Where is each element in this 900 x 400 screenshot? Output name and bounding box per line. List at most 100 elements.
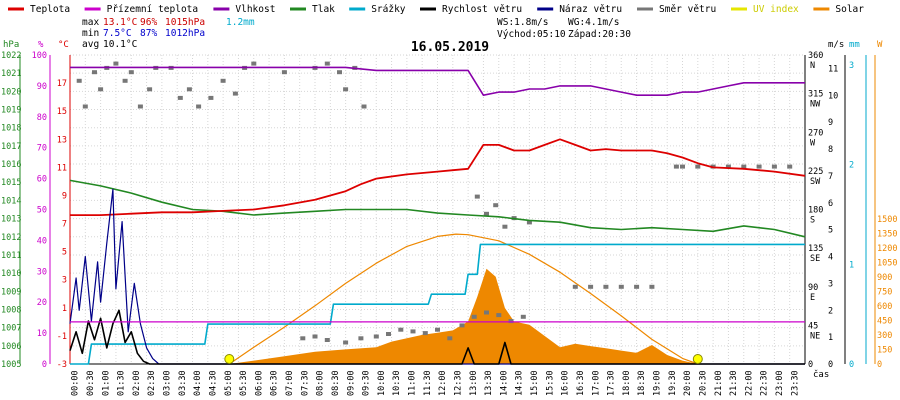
tick-ms: 9 xyxy=(828,118,833,128)
tick-hpa: 1016 xyxy=(1,160,21,170)
tick-time: 04:30 xyxy=(208,370,218,396)
wind-direction-point xyxy=(281,70,287,75)
wind-direction-point xyxy=(343,87,349,92)
tick-pct: 20 xyxy=(37,298,47,308)
tick-temp: 5 xyxy=(62,248,67,258)
tick-dir-letter: N xyxy=(810,61,815,71)
wind-direction-point xyxy=(474,194,480,199)
tick-ms: 3 xyxy=(828,279,833,289)
legend-label: UV index xyxy=(753,4,799,15)
wind-direction-point xyxy=(373,334,379,339)
tick-dir: 45 xyxy=(808,321,818,331)
wind-direction-point xyxy=(232,91,238,96)
wind-direction-point xyxy=(520,314,526,319)
tick-time: 18:00 xyxy=(622,370,632,396)
wind-direction-point xyxy=(787,164,793,169)
tick-time: 05:00 xyxy=(224,370,234,396)
uv-marker xyxy=(224,354,235,364)
wind-direction-point xyxy=(358,336,364,341)
stats-max-press: 1015hPa xyxy=(165,17,205,28)
tick-ms: 4 xyxy=(828,253,833,263)
tick-time: 01:00 xyxy=(101,370,111,396)
tick-hpa: 1015 xyxy=(1,178,21,188)
wind-direction-point xyxy=(337,70,342,75)
stats-wg: WG:4.1m/s xyxy=(568,17,619,28)
tick-time: 21:30 xyxy=(729,370,739,396)
tick-temp: -3 xyxy=(57,360,67,370)
legend-label: Směr větru xyxy=(659,4,716,15)
wind-direction-point xyxy=(459,323,465,328)
tick-w: 900 xyxy=(877,273,892,283)
tick-temp: 13 xyxy=(57,135,67,145)
wind-direction-point xyxy=(471,314,477,319)
tick-temp: 3 xyxy=(62,276,67,286)
tick-time: 20:00 xyxy=(683,370,693,396)
tick-time: 20:30 xyxy=(698,370,708,396)
tick-time: 10:30 xyxy=(392,370,402,396)
tick-w: 0 xyxy=(877,360,882,370)
tick-dir-letter: W xyxy=(810,138,816,148)
wind-direction-point xyxy=(484,211,489,216)
series-rain xyxy=(70,243,805,365)
tick-hpa: 1012 xyxy=(1,233,21,243)
tick-dir-letter: E xyxy=(810,293,815,303)
tick-w: 1350 xyxy=(877,230,897,240)
wind-direction-point xyxy=(398,327,404,332)
series-solar-area xyxy=(229,268,698,364)
legend-label: Teplota xyxy=(30,4,70,15)
series-temperature xyxy=(70,138,806,217)
tick-time: 15:30 xyxy=(545,370,555,396)
tick-hpa: 1011 xyxy=(1,251,21,261)
tick-dir-letter: NW xyxy=(810,100,821,110)
tick-hpa: 1018 xyxy=(1,124,21,134)
wind-direction-point xyxy=(196,104,202,109)
tick-dir: 360 xyxy=(808,51,823,61)
chart-title: 16.05.2019 xyxy=(411,40,489,55)
tick-ms: 8 xyxy=(828,145,833,155)
wind-direction-point xyxy=(92,70,97,75)
series-wind-gust xyxy=(69,188,805,365)
wind-direction-point xyxy=(680,164,685,169)
uv-marker xyxy=(692,354,703,364)
tick-w: 450 xyxy=(877,317,892,327)
tick-temp: 9 xyxy=(62,191,67,201)
axis-pct-title: % xyxy=(38,40,44,50)
tick-time: 09:00 xyxy=(346,370,356,396)
wind-direction-point xyxy=(324,61,330,66)
wind-direction-point xyxy=(98,87,104,92)
stats-avg-temp: 10.1°C xyxy=(103,39,137,50)
tick-temp: 11 xyxy=(57,163,67,173)
wind-direction-point xyxy=(147,87,153,92)
tick-time: 12:30 xyxy=(453,370,463,396)
tick-mm: 1 xyxy=(849,260,854,270)
tick-time: 08:00 xyxy=(316,370,326,396)
tick-w: 300 xyxy=(877,331,892,341)
tick-w: 1050 xyxy=(877,259,897,269)
tick-hpa: 1006 xyxy=(1,342,21,352)
tick-time: 07:30 xyxy=(300,370,310,396)
tick-temp: 17 xyxy=(57,79,67,89)
tick-time: 19:00 xyxy=(653,370,663,396)
stats-max-hum: 96% xyxy=(140,17,157,28)
x-axis-label: čas xyxy=(813,369,829,380)
tick-hpa: 1005 xyxy=(1,360,21,370)
wind-direction-point xyxy=(741,164,747,169)
stats-min-label: min xyxy=(82,28,99,39)
tick-time: 17:30 xyxy=(607,370,617,396)
tick-dir: 315 xyxy=(808,90,823,100)
tick-time: 14:00 xyxy=(499,370,509,396)
tick-ms: 7 xyxy=(828,172,833,182)
tick-time: 00:30 xyxy=(86,370,96,396)
tick-time: 04:00 xyxy=(193,370,203,396)
tick-w: 1500 xyxy=(877,215,897,225)
wind-direction-point xyxy=(386,332,391,336)
wind-direction-point xyxy=(572,284,578,289)
axis-hpa-title: hPa xyxy=(3,40,19,50)
tick-time: 15:00 xyxy=(530,370,540,396)
wind-direction-point xyxy=(725,164,731,169)
tick-time: 19:30 xyxy=(668,370,678,396)
stats-min-temp: 7.5°C xyxy=(103,28,132,39)
tick-ms: 0 xyxy=(828,360,833,370)
tick-hpa: 1022 xyxy=(1,51,21,61)
